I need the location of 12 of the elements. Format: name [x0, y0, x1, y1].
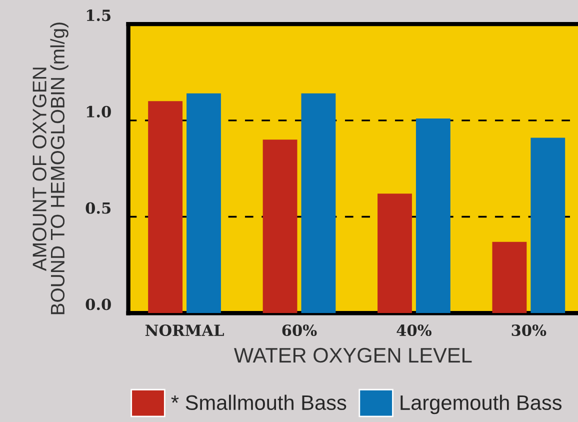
x-tick-label: 40%	[396, 324, 432, 336]
y-axis-title: AMOUNT OF OXYGEN BOUND TO HEMOGLOBIN (ml/g)	[32, 22, 68, 314]
x-tick-label: 60%	[282, 324, 317, 336]
y-tick-label: 1.0	[86, 106, 111, 118]
legend-label: Largemouth Bass	[400, 394, 562, 414]
x-axis-title: WATER OXYGEN LEVEL	[234, 348, 472, 363]
y-tick-label: 0.5	[86, 202, 110, 214]
y-tick-label: 1.5	[86, 10, 110, 22]
x-tick-label: 30%	[512, 324, 546, 336]
y-tick-label: 0.0	[86, 298, 111, 310]
x-tick-label: NORMAL	[145, 324, 224, 336]
legend-label: * Smallmouth Bass	[171, 394, 346, 410]
